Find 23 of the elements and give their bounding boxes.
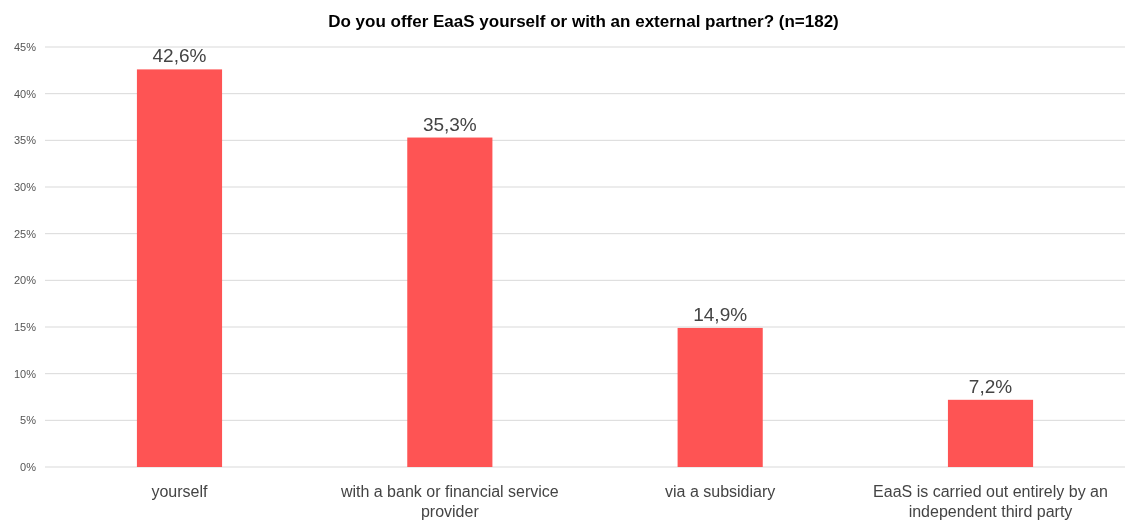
y-tick-label: 20% — [13, 274, 37, 287]
y-tick-label: 25% — [13, 227, 37, 240]
y-tick-label: 45% — [13, 40, 37, 53]
y-tick-label: 10% — [13, 367, 37, 380]
x-tick-label: EaaS is carried out entirely by an independent third party — [873, 483, 1108, 520]
y-tick-label: 35% — [13, 134, 37, 147]
chart-title: Do you offer EaaS yourself or with an external partner? (n=182) — [328, 12, 839, 31]
data-label: 14,9% — [693, 303, 748, 325]
bar — [407, 137, 493, 467]
y-tick-label: 0% — [20, 460, 37, 473]
y-tick-label: 30% — [13, 180, 37, 193]
y-tick-label: 40% — [13, 87, 37, 100]
y-tick-label: 5% — [20, 414, 37, 427]
x-tick-label: via a subsidiary — [665, 483, 776, 500]
bar — [947, 399, 1034, 467]
x-tick-label: yourself — [151, 483, 209, 500]
y-tick-label: 15% — [13, 320, 37, 333]
bar — [677, 327, 763, 467]
data-label: 7,2% — [968, 375, 1013, 397]
data-label: 42,6% — [152, 45, 207, 67]
x-tick-label: with a bank or financial service provider — [339, 483, 559, 520]
data-label: 35,3% — [422, 113, 477, 135]
bar — [136, 69, 223, 467]
